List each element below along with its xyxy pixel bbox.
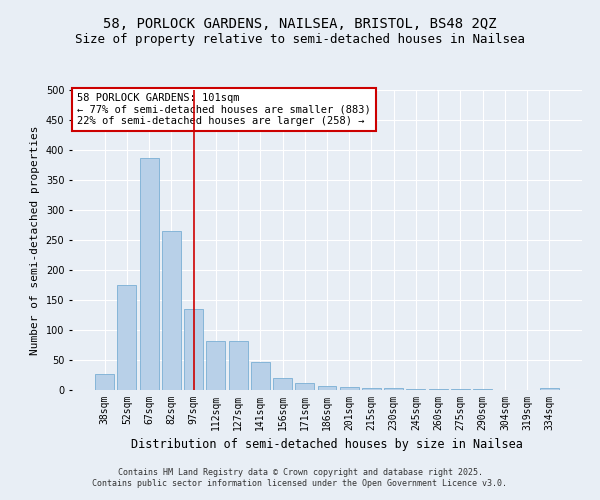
Bar: [206, 341, 225, 390]
Bar: [317, 386, 337, 390]
Bar: [118, 285, 136, 390]
Bar: [251, 362, 270, 390]
Text: Contains HM Land Registry data © Crown copyright and database right 2025.
Contai: Contains HM Land Registry data © Crown c…: [92, 468, 508, 487]
Y-axis label: Number of semi-detached properties: Number of semi-detached properties: [30, 125, 40, 355]
Bar: [229, 341, 248, 390]
Bar: [162, 231, 181, 390]
Text: Size of property relative to semi-detached houses in Nailsea: Size of property relative to semi-detach…: [75, 32, 525, 46]
Bar: [273, 378, 292, 390]
Bar: [140, 158, 158, 390]
Bar: [540, 388, 559, 390]
Text: 58 PORLOCK GARDENS: 101sqm
← 77% of semi-detached houses are smaller (883)
22% o: 58 PORLOCK GARDENS: 101sqm ← 77% of semi…: [77, 93, 371, 126]
Bar: [95, 374, 114, 390]
Bar: [384, 388, 403, 390]
Bar: [406, 389, 425, 390]
Bar: [184, 309, 203, 390]
Bar: [429, 389, 448, 390]
Bar: [340, 387, 359, 390]
Text: 58, PORLOCK GARDENS, NAILSEA, BRISTOL, BS48 2QZ: 58, PORLOCK GARDENS, NAILSEA, BRISTOL, B…: [103, 18, 497, 32]
X-axis label: Distribution of semi-detached houses by size in Nailsea: Distribution of semi-detached houses by …: [131, 438, 523, 452]
Bar: [362, 388, 381, 390]
Bar: [295, 383, 314, 390]
